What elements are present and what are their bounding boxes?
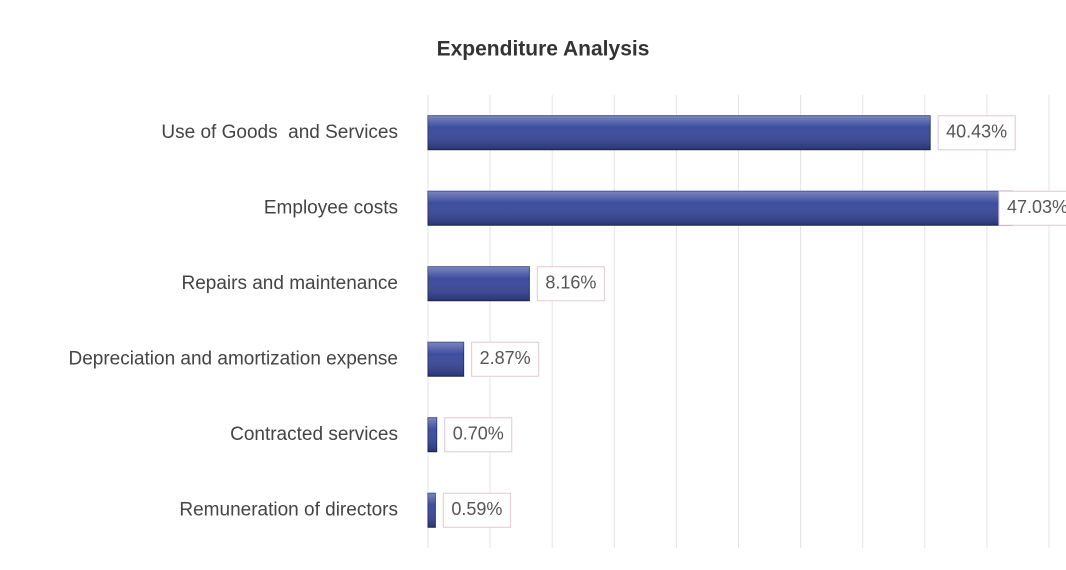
value-label: 47.03% [1007,197,1066,217]
value-label: 0.70% [453,424,504,444]
category-label: Contracted services [230,424,398,445]
category-label: Depreciation and amortization expense [68,348,398,369]
value-label: 2.87% [480,348,531,368]
value-label: 8.16% [545,273,596,293]
value-label: 0.59% [451,499,502,519]
bar-sheen [428,342,464,377]
category-label: Employee costs [264,197,398,218]
value-label: 40.43% [946,122,1007,142]
bar-sheen [428,417,437,452]
value-label-box [442,492,511,528]
category-label: Repairs and maintenance [181,273,398,294]
value-label-box [471,341,540,377]
bar-sheen [428,115,931,150]
chart-title: Expenditure Analysis [437,38,650,61]
bar-sheen [428,191,1013,226]
category-label: Remuneration of directors [179,499,398,520]
value-label-box [937,115,1016,151]
bar-sheen [428,266,530,301]
value-label-box [444,417,513,453]
value-label-box [536,266,605,302]
category-label: Use of Goods and Services [161,122,398,143]
bar-sheen [428,493,436,528]
value-label-box [998,190,1066,226]
